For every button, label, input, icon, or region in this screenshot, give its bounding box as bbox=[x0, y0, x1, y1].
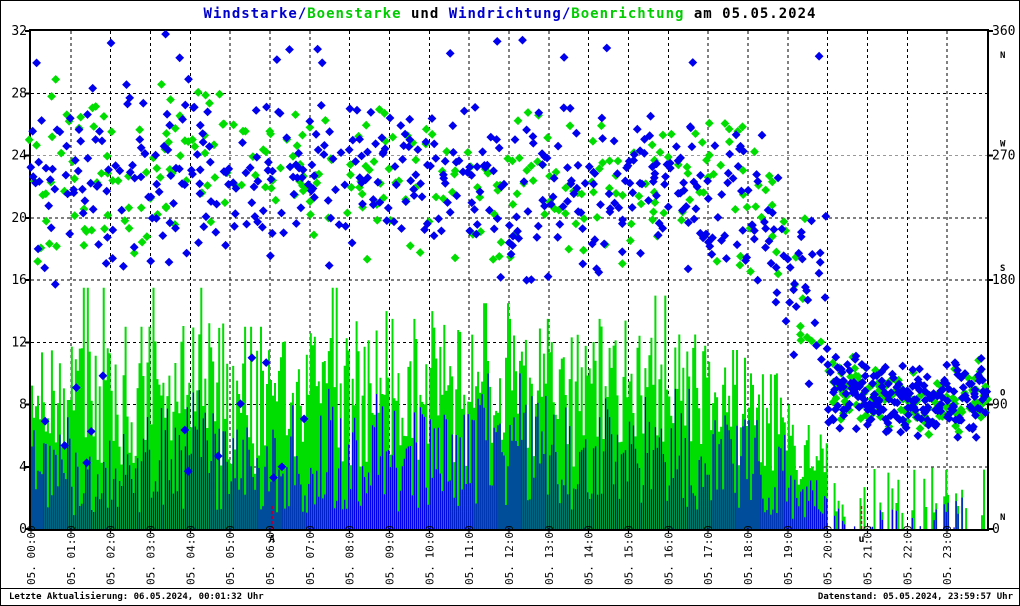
x-tick-label: 05. 20:00 bbox=[822, 525, 835, 585]
x-tick-label: 05. 07:00 bbox=[304, 525, 317, 585]
title-windrichtung: Windrichtung/ bbox=[448, 6, 572, 22]
left-tick-label: 12 bbox=[11, 335, 27, 350]
x-tick-label: 05. 21:00 bbox=[862, 525, 875, 585]
right-tick-label: 270 bbox=[992, 149, 1015, 164]
left-tick-label: 28 bbox=[11, 86, 27, 101]
right-tick-label: 90 bbox=[992, 398, 1008, 413]
left-tick-label: 32 bbox=[11, 24, 27, 39]
x-tick-label: 05. 13:00 bbox=[543, 525, 556, 585]
title-boenstarke: Boenstarke bbox=[307, 6, 402, 22]
last-update-text: Letzte Aktualisierung: 06.05.2024, 00:01… bbox=[9, 592, 264, 602]
x-tick-label: 05. 04:00 bbox=[184, 525, 197, 585]
x-tick-label: 05. 16:00 bbox=[662, 525, 675, 585]
compass-letter: S bbox=[1000, 264, 1005, 274]
compass-letter: W bbox=[1000, 140, 1006, 150]
x-tick-label: 05. 15:00 bbox=[623, 525, 636, 585]
compass-letter: N bbox=[1000, 513, 1005, 523]
left-tick-label: 0 bbox=[19, 522, 27, 537]
compass-letter: O bbox=[1000, 389, 1006, 399]
footer-separator bbox=[1, 588, 1019, 589]
wind-direction-points bbox=[26, 29, 992, 482]
left-tick-label: 8 bbox=[19, 398, 27, 413]
title-windstarke: Windstarke/ bbox=[203, 6, 308, 22]
left-tick-label: 16 bbox=[11, 273, 27, 288]
x-tick-label: 05. 22:00 bbox=[901, 525, 914, 585]
x-tick-label: 05. 11:00 bbox=[463, 525, 476, 585]
title-date: am 05.05.2024 bbox=[684, 6, 817, 22]
x-tick-label: 05. 09:00 bbox=[384, 525, 397, 585]
title-boenrichtung: Boenrichtung bbox=[571, 6, 685, 22]
chart-title: Windstarke/Boenstarke und Windrichtung/B… bbox=[1, 6, 1019, 22]
wind-speed-bars bbox=[31, 373, 963, 529]
x-tick-label: 05. 17:00 bbox=[702, 525, 715, 585]
x-tick-label: 05. 14:00 bbox=[583, 525, 596, 585]
x-tick-label: 05. 03:00 bbox=[145, 525, 158, 585]
right-tick-label: 360 bbox=[992, 24, 1015, 39]
left-tick-label: 24 bbox=[11, 149, 27, 164]
sun-marker-letter: u bbox=[859, 534, 865, 545]
gust-direction-points bbox=[24, 75, 993, 439]
title-und: und bbox=[401, 6, 449, 22]
sun-marker-letter: A bbox=[269, 534, 275, 545]
x-tick-label: 05. 23:00 bbox=[941, 525, 954, 585]
x-tick-label: 05. 05:00 bbox=[224, 525, 237, 585]
left-tick-label: 20 bbox=[11, 211, 27, 226]
x-tick-label: 05. 10:00 bbox=[423, 525, 436, 585]
x-tick-label: 05. 06:00 bbox=[264, 525, 277, 585]
x-tick-label: 05. 01:00 bbox=[65, 525, 78, 585]
right-tick-label: 180 bbox=[992, 273, 1015, 288]
x-tick-label: 05. 08:00 bbox=[344, 525, 357, 585]
compass-letter: N bbox=[1000, 51, 1005, 61]
right-tick-label: 0 bbox=[992, 522, 1000, 537]
x-tick-label: 05. 12:00 bbox=[503, 525, 516, 585]
left-tick-label: 4 bbox=[19, 460, 27, 475]
x-tick-label: 05. 00:00 bbox=[25, 525, 38, 585]
x-tick-label: 05. 18:00 bbox=[742, 525, 755, 585]
x-tick-label: 05. 02:00 bbox=[105, 525, 118, 585]
x-tick-label: 05. 19:00 bbox=[782, 525, 795, 585]
data-timestamp-text: Datenstand: 05.05.2024, 23:59:57 Uhr bbox=[817, 592, 1013, 602]
